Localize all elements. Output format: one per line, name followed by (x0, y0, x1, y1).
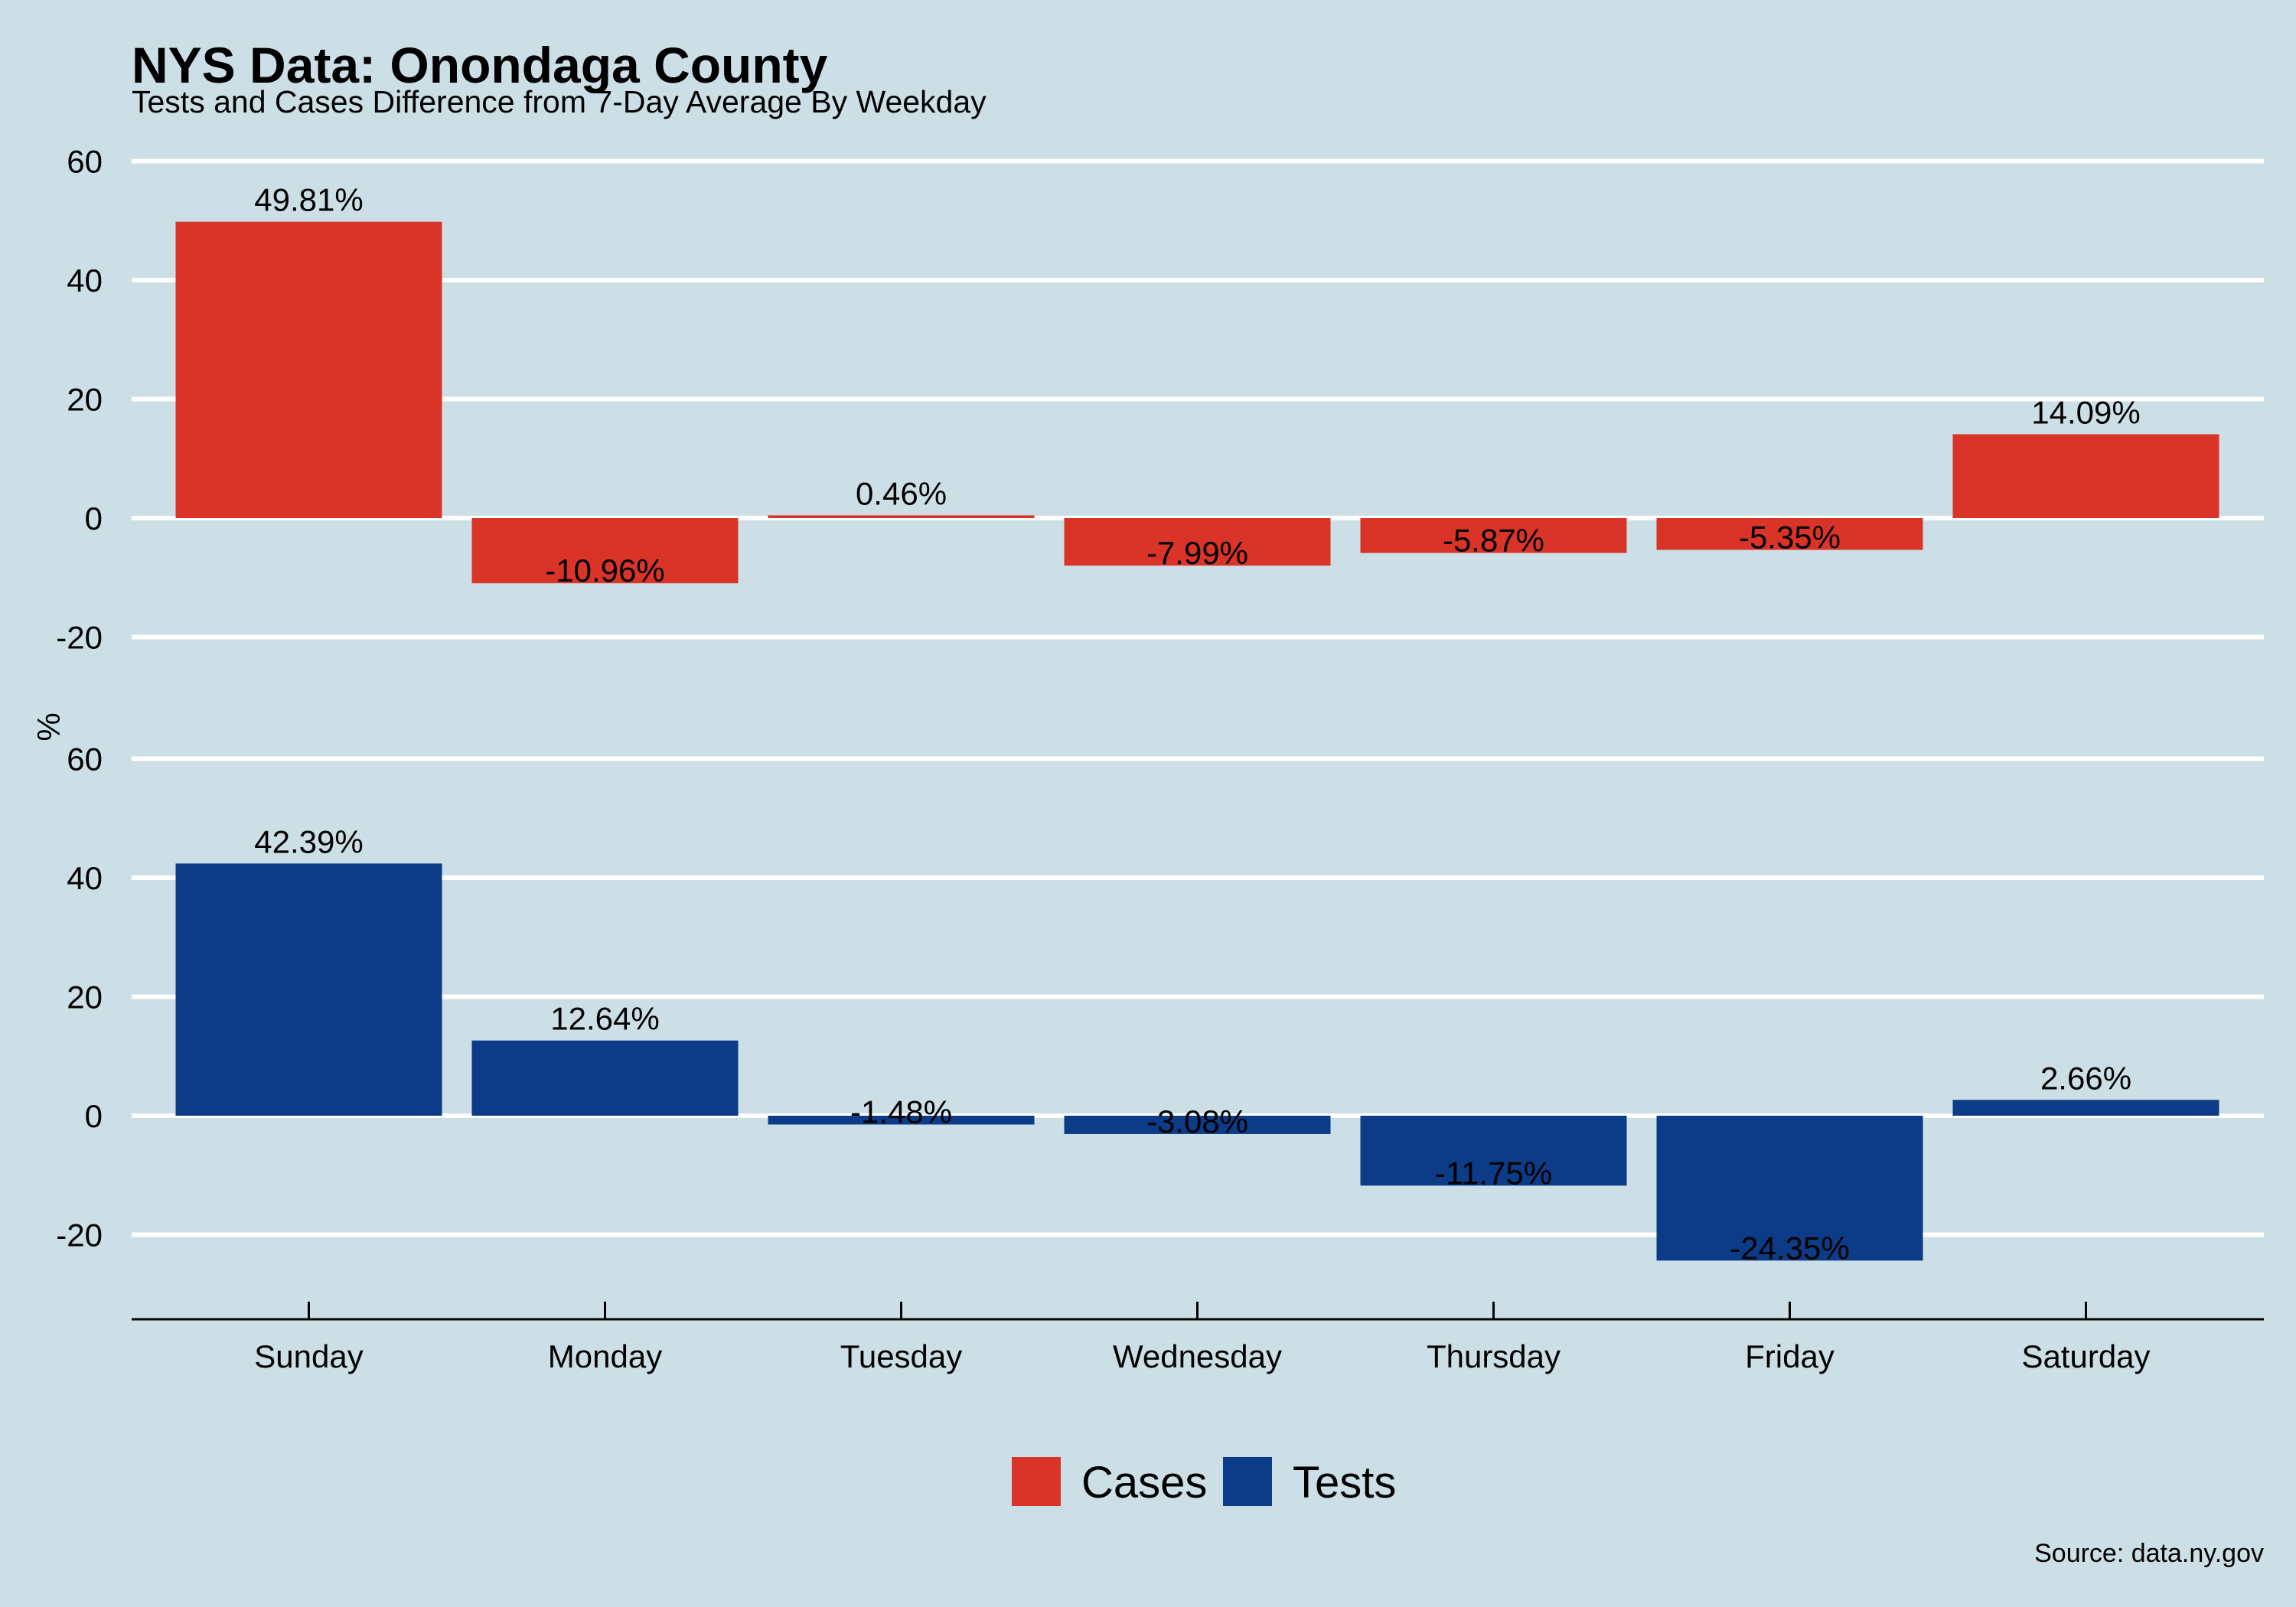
bar-cases-monday (471, 518, 739, 584)
y-tick-label: 20 (67, 980, 103, 1015)
bar-tests-thursday (1360, 1116, 1627, 1186)
chart-subtitle: Tests and Cases Difference from 7-Day Av… (132, 84, 987, 119)
panel-cases: 60 40 20 0 -20 49.81% -10.96% 0.46% -7.99% -5.87%… (56, 144, 2264, 656)
y-tick-label: 20 (67, 382, 103, 418)
bar-cases-sunday (175, 221, 442, 518)
bar-tests-saturday (1952, 1100, 2219, 1116)
data-label: 49.81% (254, 182, 363, 218)
bar-cases-thursday (1360, 518, 1627, 553)
bar-cases-wednesday (1064, 518, 1331, 566)
legend-label-cases: Cases (1081, 1458, 1207, 1508)
bar-cases-saturday (1952, 434, 2219, 518)
legend-label-tests: Tests (1293, 1458, 1396, 1508)
legend-swatch-cases (1012, 1457, 1061, 1506)
panel-tests: 60 40 20 0 -20 42.39% 12.64% -1.48% -3.08% -11.75… (56, 742, 2264, 1266)
y-tick-label: -20 (56, 1217, 103, 1253)
bar-tests-sunday (175, 863, 442, 1116)
data-label: 0.46% (856, 475, 947, 511)
data-label: 2.66% (2040, 1060, 2131, 1096)
y-axis-label: % (31, 712, 67, 741)
x-tick-label: Monday (548, 1338, 662, 1374)
chart-title: NYS Data: Onondaga County (132, 37, 828, 93)
x-tick-label: Tuesday (840, 1338, 963, 1374)
x-tick-label: Thursday (1427, 1338, 1561, 1374)
data-label: 42.39% (254, 823, 363, 859)
chart-caption: Source: data.ny.gov (2034, 1539, 2264, 1568)
data-label: -3.08% (1146, 1103, 1248, 1139)
x-tick-label: Sunday (254, 1338, 363, 1374)
legend: Cases Tests (1012, 1457, 1396, 1508)
y-tick-label: 40 (67, 860, 103, 896)
legend-swatch-tests (1223, 1457, 1272, 1506)
bar-cases-tuesday (768, 515, 1035, 518)
x-tick-label: Friday (1745, 1338, 1835, 1374)
data-label: -11.75% (1435, 1155, 1552, 1191)
data-label: 14.09% (2031, 394, 2140, 430)
y-tick-label: -20 (56, 620, 103, 656)
bar-tests-monday (471, 1040, 739, 1116)
bar-tests-tuesday (768, 1116, 1035, 1125)
data-label: -7.99% (1146, 535, 1248, 571)
data-label: -5.87% (1443, 523, 1544, 559)
y-tick-label: 60 (67, 742, 103, 777)
data-label: 12.64% (550, 1001, 659, 1037)
y-tick-label: 60 (67, 144, 103, 180)
data-label: -1.48% (850, 1094, 952, 1130)
data-label: -5.35% (1739, 520, 1841, 556)
data-label: -10.96% (545, 553, 664, 588)
data-label: -24.35% (1730, 1230, 1849, 1266)
x-axis: Sunday Monday Tuesday Wednesday Thursday Frid… (132, 1302, 2264, 1374)
y-tick-label: 0 (85, 1098, 103, 1134)
bar-tests-wednesday (1064, 1116, 1331, 1134)
bar-tests-friday (1656, 1116, 1923, 1261)
y-tick-label: 0 (85, 500, 103, 536)
x-tick-label: Wednesday (1113, 1338, 1282, 1374)
x-tick-label: Saturday (2021, 1338, 2150, 1374)
bar-cases-friday (1656, 518, 1923, 550)
y-tick-label: 40 (67, 262, 103, 298)
chart-panels: 60 40 20 0 -20 49.81% -10.96% 0.46% -7.99% -5.87%… (56, 144, 2264, 1266)
